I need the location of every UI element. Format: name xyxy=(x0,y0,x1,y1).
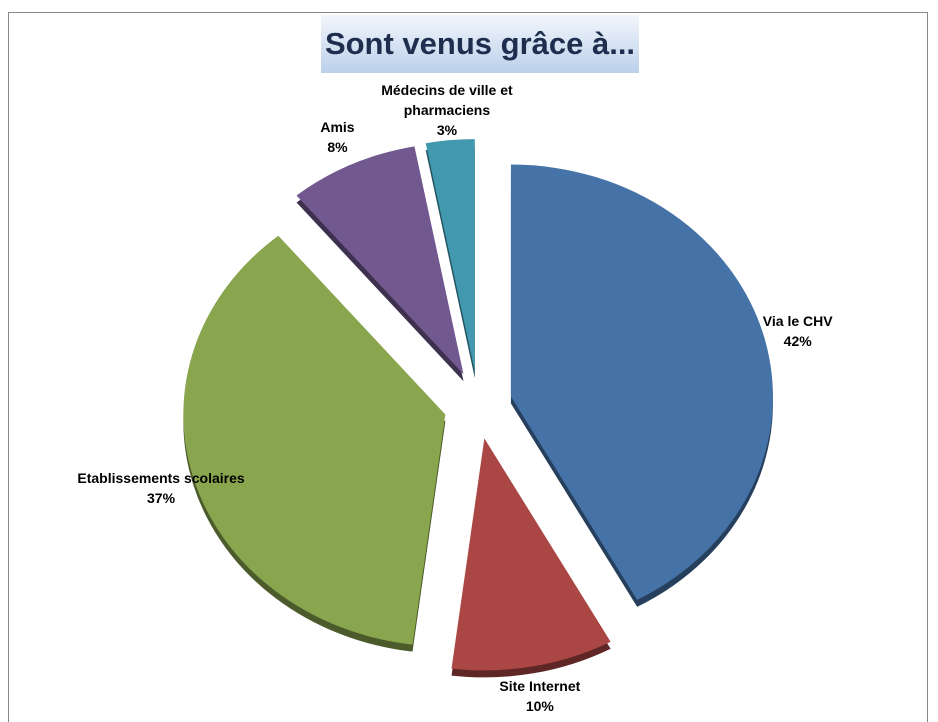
label-value: 37% xyxy=(147,489,176,506)
slice-label: Etablissements scolaires 37% xyxy=(66,468,256,508)
label-name: Etablissements scolaires xyxy=(77,469,245,486)
label-name: Via le CHV xyxy=(762,313,833,330)
label-value: 8% xyxy=(327,139,348,156)
slice xyxy=(425,139,475,372)
slice-label: Via le CHV 42% xyxy=(703,311,893,351)
slice xyxy=(510,164,773,600)
label-name: Médecins de ville et pharmaciens xyxy=(381,82,513,119)
label-value: 42% xyxy=(783,333,812,350)
slice xyxy=(183,235,446,645)
chart-frame xyxy=(8,12,928,722)
label-value: 3% xyxy=(436,122,458,139)
slice-label: Site Internet 10% xyxy=(445,676,635,716)
slice-label: Médecins de ville et pharmaciens 3% xyxy=(352,80,542,140)
label-value: 10% xyxy=(525,697,554,714)
label-name: Site Internet xyxy=(499,677,581,694)
label-name: Amis xyxy=(320,119,355,136)
slice xyxy=(296,146,464,375)
chart-title: Sont venus grâce à... xyxy=(321,15,639,73)
slice-label: Amis 8% xyxy=(242,117,432,157)
slice xyxy=(451,438,611,671)
